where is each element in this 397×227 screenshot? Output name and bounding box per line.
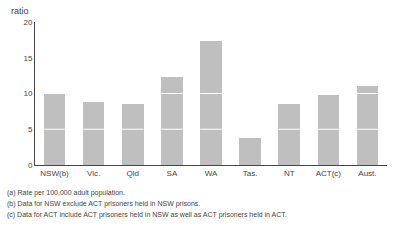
svg-text:(c) Data for ACT include ACT p: (c) Data for ACT include ACT prisoners h… bbox=[7, 211, 287, 219]
svg-text:NSW(b): NSW(b) bbox=[40, 169, 69, 178]
svg-text:ACT(c): ACT(c) bbox=[316, 169, 342, 178]
svg-text:(a) Rate per 100,000 adult pop: (a) Rate per 100,000 adult population. bbox=[7, 189, 125, 197]
svg-text:10: 10 bbox=[23, 89, 32, 98]
svg-text:SA: SA bbox=[167, 169, 178, 178]
svg-text:15: 15 bbox=[23, 54, 32, 63]
svg-text:(b) Data for NSW exclude ACT p: (b) Data for NSW exclude ACT prisoners h… bbox=[7, 200, 200, 208]
svg-text:20: 20 bbox=[23, 18, 32, 27]
svg-text:Vic.: Vic. bbox=[87, 169, 100, 178]
svg-text:NT: NT bbox=[284, 169, 295, 178]
svg-text:ratio: ratio bbox=[11, 6, 29, 16]
svg-text:5: 5 bbox=[28, 125, 33, 134]
svg-text:0: 0 bbox=[28, 161, 33, 170]
svg-text:Aust.: Aust. bbox=[358, 169, 376, 178]
svg-text:Qld: Qld bbox=[127, 169, 139, 178]
svg-text:Tas.: Tas. bbox=[243, 169, 258, 178]
svg-text:WA: WA bbox=[205, 169, 218, 178]
